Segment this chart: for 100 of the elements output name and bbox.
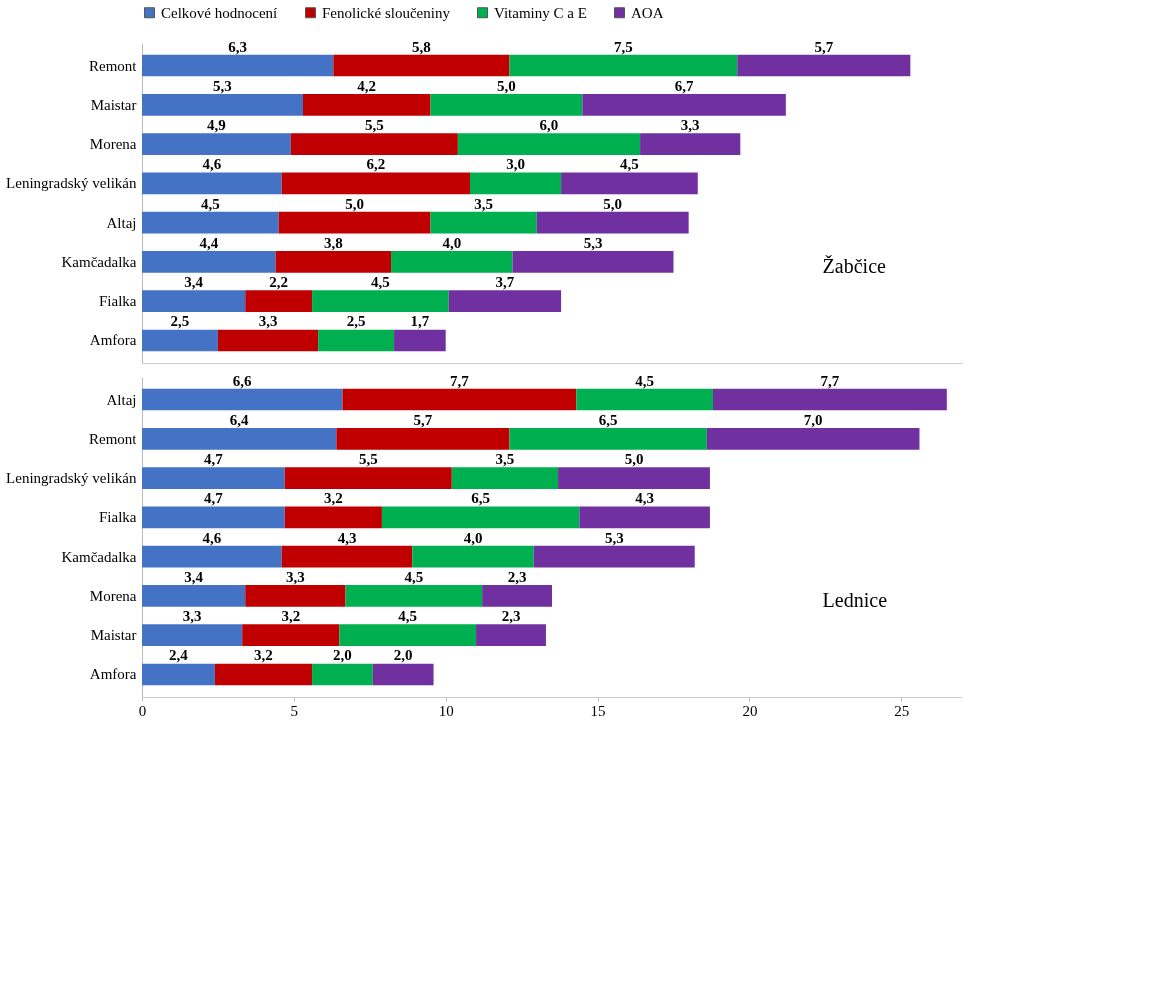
- data-label: 4,5: [398, 608, 418, 625]
- x-tick-label: 20: [742, 702, 758, 719]
- data-label: 2,4: [169, 647, 189, 664]
- bar: [242, 624, 340, 646]
- bar: [284, 467, 452, 489]
- bar: [142, 663, 215, 686]
- data-label: 6,6: [232, 372, 253, 389]
- legend-label: Vitaminy C a E: [494, 4, 587, 21]
- data-label: 3,2: [323, 490, 343, 507]
- data-label: 3,4: [184, 568, 204, 585]
- bar: [245, 585, 346, 607]
- data-label: 5,3: [583, 234, 603, 251]
- bar: [302, 94, 431, 116]
- data-label: 4,5: [404, 568, 424, 585]
- data-label: 3,3: [182, 608, 202, 625]
- data-label: 5,0: [497, 77, 516, 94]
- bar: [142, 211, 279, 234]
- bar: [142, 388, 343, 411]
- data-label: 2,3: [507, 568, 527, 585]
- bar: [339, 624, 477, 646]
- bar: [509, 54, 738, 77]
- data-label: 4,5: [620, 156, 639, 173]
- data-label: 6,4: [229, 411, 250, 428]
- bar: [142, 133, 291, 155]
- y-tick-label: Remont: [89, 57, 138, 74]
- bar: [394, 329, 446, 352]
- bar: [142, 290, 246, 312]
- data-label: 3,5: [495, 451, 515, 468]
- y-tick-label: Amfora: [89, 332, 137, 349]
- bar: [142, 428, 337, 450]
- bar: [333, 54, 510, 77]
- x-tick-label: 10: [438, 702, 454, 719]
- y-tick-label: Amfora: [89, 666, 137, 683]
- data-label: 3,3: [286, 568, 305, 585]
- bar: [290, 133, 458, 155]
- bar: [470, 172, 562, 195]
- bar: [640, 133, 741, 155]
- data-label: 2,0: [393, 647, 413, 664]
- bar: [582, 94, 786, 116]
- y-tick-label: Kamčadalka: [61, 253, 137, 270]
- bar: [536, 211, 689, 234]
- data-label: 3,8: [323, 234, 343, 251]
- data-label: 5,5: [364, 117, 384, 134]
- data-label: 3,2: [281, 608, 301, 625]
- data-label: 6,0: [539, 117, 559, 134]
- x-tick-label: 0: [138, 702, 147, 719]
- bar: [430, 94, 583, 116]
- y-tick-label: Fialka: [99, 293, 137, 310]
- y-tick-label: Morena: [89, 136, 137, 153]
- bar: [558, 467, 710, 489]
- bar: [561, 172, 698, 195]
- bar: [476, 624, 546, 646]
- annotation: Lednice: [822, 589, 888, 611]
- bar: [142, 329, 218, 352]
- data-label: 3,4: [184, 274, 204, 291]
- data-label: 3,3: [258, 313, 278, 330]
- bar: [142, 467, 285, 489]
- data-label: 3,2: [254, 647, 273, 664]
- data-label: 5,0: [624, 451, 644, 468]
- data-label: 4,4: [199, 234, 219, 251]
- bar: [372, 663, 434, 686]
- bar: [342, 388, 577, 411]
- data-label: 4,9: [207, 117, 226, 134]
- bar: [345, 585, 483, 607]
- data-label: 4,7: [204, 451, 224, 468]
- bar: [509, 428, 707, 450]
- bar: [451, 467, 559, 489]
- data-label: 4,0: [463, 529, 483, 546]
- y-tick-label: Leningradský velikán: [6, 470, 137, 487]
- data-label: 6,2: [366, 156, 386, 173]
- bar: [312, 290, 449, 312]
- bar: [142, 624, 243, 646]
- data-label: 6,7: [674, 77, 694, 94]
- data-label: 5,5: [358, 451, 378, 468]
- data-label: 3,7: [495, 274, 515, 291]
- bar: [245, 290, 313, 312]
- x-tick-label: 5: [290, 702, 299, 719]
- data-label: 2,2: [269, 274, 289, 291]
- data-label: 4,6: [202, 529, 222, 546]
- data-label: 7,5: [614, 38, 633, 55]
- bar: [281, 545, 413, 568]
- bar: [318, 329, 395, 352]
- data-label: 4,5: [635, 372, 654, 389]
- bar: [412, 545, 534, 568]
- legend-label: Fenolické sloučeniny: [322, 4, 451, 21]
- data-label: 4,5: [371, 274, 390, 291]
- data-label: 4,3: [635, 490, 654, 507]
- y-tick-label: Fialka: [99, 509, 137, 526]
- data-label: 4,2: [357, 77, 377, 94]
- data-label: 6,5: [598, 411, 618, 428]
- bar: [457, 133, 641, 155]
- bar: [533, 545, 695, 568]
- data-label: 3,3: [680, 117, 700, 134]
- bar: [512, 251, 674, 273]
- data-label: 2,5: [346, 313, 366, 330]
- data-label: 7,7: [820, 372, 840, 389]
- data-label: 4,0: [442, 234, 462, 251]
- data-label: 4,6: [202, 156, 222, 173]
- annotation: Žabčice: [822, 255, 886, 277]
- bar: [214, 663, 313, 686]
